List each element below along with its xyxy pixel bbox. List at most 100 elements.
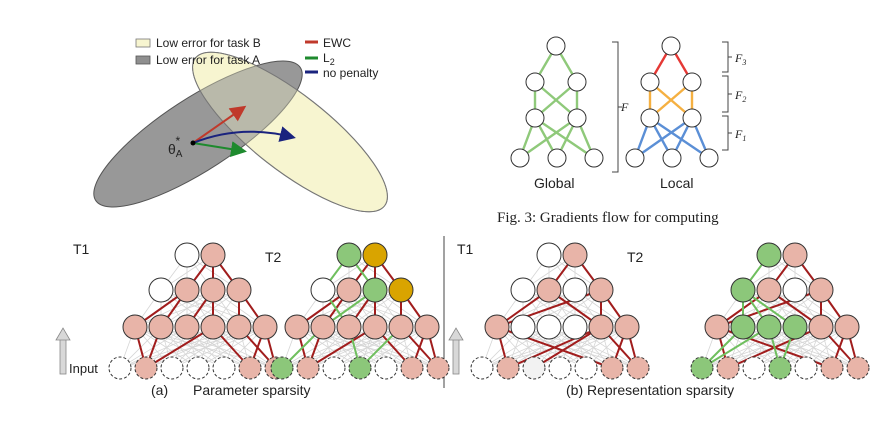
task-a-ellipse — [93, 60, 303, 208]
hidden-node — [567, 72, 587, 92]
hidden-node — [174, 242, 200, 268]
task2-edge — [701, 326, 770, 369]
task1-edge — [533, 326, 602, 369]
input-node — [820, 356, 844, 380]
hidden-node — [336, 277, 362, 303]
hidden-node — [525, 72, 545, 92]
input-node — [160, 356, 184, 380]
hidden-node — [226, 277, 252, 303]
input-node — [662, 148, 682, 168]
hidden-node — [808, 314, 834, 340]
theta-label: θA* — [168, 134, 183, 160]
hidden-node — [682, 72, 702, 92]
hidden-node — [536, 242, 562, 268]
global-network — [510, 36, 604, 168]
faint-edge — [212, 326, 277, 369]
faint-edge — [768, 326, 859, 369]
faint-edge — [716, 326, 781, 369]
faint-edge — [768, 289, 848, 328]
faint-edge — [548, 289, 628, 328]
global-label: Global — [534, 175, 574, 191]
faint-edge — [496, 326, 587, 369]
gradient-edge — [633, 116, 694, 160]
input-node — [212, 356, 236, 380]
input-node — [742, 356, 766, 380]
input-node — [238, 356, 262, 380]
fig3-caption: Fig. 3: Gradients flow for computing — [497, 210, 719, 226]
legend-task-a: Low error for task A — [156, 53, 260, 67]
faint-edge — [134, 326, 199, 369]
hidden-node — [148, 277, 174, 303]
hidden-node — [640, 108, 660, 128]
gradient-edge — [648, 116, 711, 160]
hidden-node — [546, 36, 566, 56]
local-network — [625, 36, 719, 168]
hidden-node — [226, 314, 252, 340]
faint-edge — [496, 326, 561, 369]
network-b-t1 — [470, 242, 650, 380]
faint-edge — [186, 289, 266, 328]
gradient-edge — [518, 116, 579, 160]
hidden-node — [510, 277, 536, 303]
input-node — [108, 356, 132, 380]
input-label: Input — [69, 361, 98, 376]
hidden-node — [782, 277, 808, 303]
global-brace — [612, 41, 622, 173]
hidden-node — [148, 314, 174, 340]
input-node — [296, 356, 320, 380]
input-node — [374, 356, 398, 380]
input-node — [426, 356, 450, 380]
input-node — [522, 356, 546, 380]
local-label: Local — [660, 175, 693, 191]
faint-edge — [742, 289, 822, 328]
panel-b-t1-label: T1 — [457, 241, 474, 257]
input-node — [400, 356, 424, 380]
network-a-t2 — [270, 242, 450, 380]
faint-edge — [348, 289, 428, 328]
hidden-node — [640, 72, 660, 92]
hidden-node — [756, 242, 782, 268]
network-a-t1 — [108, 242, 288, 380]
legend-swatch-task-a — [135, 55, 151, 65]
hidden-node — [661, 36, 681, 56]
local-f3-label: F3 — [734, 51, 746, 67]
hidden-node — [310, 314, 336, 340]
input-node — [548, 356, 572, 380]
hidden-node — [536, 314, 562, 340]
faint-edge — [548, 326, 639, 369]
panel-b-t2-label: T2 — [627, 249, 644, 265]
local-f2-label: F2 — [734, 88, 746, 104]
hidden-node — [682, 108, 702, 128]
input-node — [794, 356, 818, 380]
no-penalty-arrow — [192, 126, 296, 144]
hidden-node — [414, 314, 440, 340]
task1-edge — [145, 326, 214, 369]
task1-edge — [307, 326, 376, 369]
input-node — [584, 148, 604, 168]
input-node — [846, 356, 870, 380]
hidden-node — [730, 277, 756, 303]
input-arrow-a — [55, 327, 71, 375]
hidden-node — [122, 314, 148, 340]
hidden-node — [362, 242, 388, 268]
hidden-node — [310, 277, 336, 303]
legend-task-b: Low error for task B — [156, 36, 261, 50]
hidden-node — [756, 277, 782, 303]
input-node — [625, 148, 645, 168]
hidden-node — [284, 314, 310, 340]
network-b-t2 — [690, 242, 870, 380]
hidden-node — [562, 242, 588, 268]
hidden-node — [834, 314, 860, 340]
input-node — [270, 356, 294, 380]
faint-edge — [522, 289, 602, 328]
legend-no-penalty: no penalty — [323, 66, 378, 80]
faint-edge — [296, 326, 361, 369]
hidden-node — [536, 277, 562, 303]
hidden-node — [336, 242, 362, 268]
legend-swatch-task-b — [135, 38, 151, 48]
input-node — [626, 356, 650, 380]
faint-edge — [716, 326, 807, 369]
local-f1-label: F1 — [734, 127, 746, 143]
hidden-node — [704, 314, 730, 340]
